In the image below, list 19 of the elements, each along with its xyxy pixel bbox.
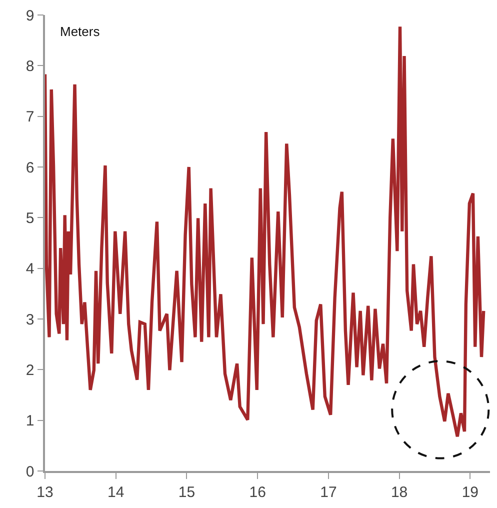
line-series: [45, 25, 486, 438]
y-tick-label: 7: [26, 108, 34, 126]
y-tick-label: 1: [26, 412, 34, 430]
x-tick-label: 16: [249, 484, 266, 501]
y-tick-label: 5: [26, 210, 34, 227]
y-tick-label: 3: [26, 311, 34, 328]
x-tick-label: 13: [36, 484, 54, 501]
x-tick-label: 19: [462, 484, 479, 501]
y-tick-label: 0: [26, 463, 34, 480]
y-axis-title: Meters: [60, 24, 100, 39]
x-tick-label: 18: [390, 484, 408, 501]
y-tick-label: 2: [26, 362, 34, 379]
y-tick-label: 4: [26, 260, 34, 278]
y-tick-label: 9: [26, 7, 34, 24]
y-tick-label: 8: [26, 58, 34, 75]
x-tick-label: 14: [108, 484, 124, 501]
y-tick-label: 6: [26, 159, 34, 176]
x-tick-label: 15: [178, 484, 196, 501]
x-tick-label: 17: [320, 484, 337, 501]
